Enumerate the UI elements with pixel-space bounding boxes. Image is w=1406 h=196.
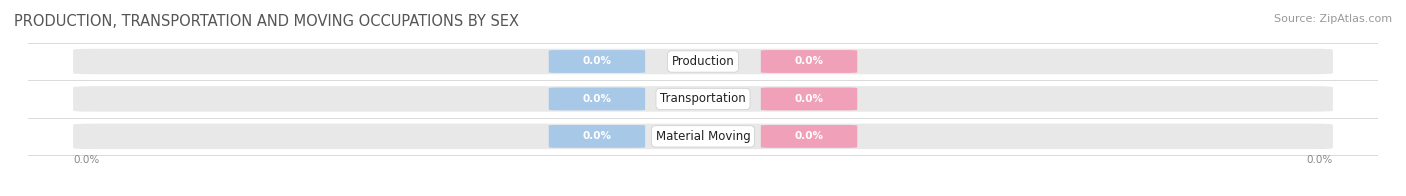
Text: Production: Production	[672, 55, 734, 68]
Text: 0.0%: 0.0%	[582, 131, 612, 141]
FancyBboxPatch shape	[761, 88, 858, 110]
FancyBboxPatch shape	[548, 125, 645, 148]
Text: 0.0%: 0.0%	[582, 56, 612, 66]
Text: 0.0%: 0.0%	[794, 131, 824, 141]
Text: Material Moving: Material Moving	[655, 130, 751, 143]
Text: 0.0%: 0.0%	[582, 94, 612, 104]
Text: PRODUCTION, TRANSPORTATION AND MOVING OCCUPATIONS BY SEX: PRODUCTION, TRANSPORTATION AND MOVING OC…	[14, 14, 519, 29]
Text: 0.0%: 0.0%	[794, 94, 824, 104]
FancyBboxPatch shape	[548, 50, 645, 73]
FancyBboxPatch shape	[548, 88, 645, 110]
Text: 0.0%: 0.0%	[1306, 155, 1333, 165]
FancyBboxPatch shape	[73, 49, 1333, 74]
Text: 0.0%: 0.0%	[73, 155, 100, 165]
FancyBboxPatch shape	[761, 50, 858, 73]
Text: Source: ZipAtlas.com: Source: ZipAtlas.com	[1274, 14, 1392, 24]
FancyBboxPatch shape	[761, 125, 858, 148]
FancyBboxPatch shape	[73, 86, 1333, 112]
Text: 0.0%: 0.0%	[794, 56, 824, 66]
Text: Transportation: Transportation	[661, 93, 745, 105]
FancyBboxPatch shape	[73, 124, 1333, 149]
